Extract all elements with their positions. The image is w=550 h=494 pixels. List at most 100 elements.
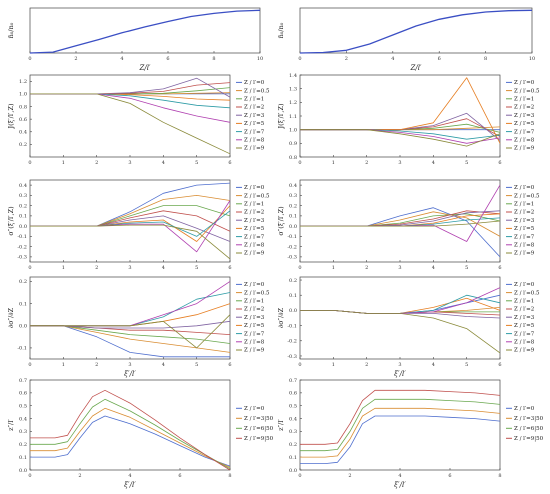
x-tick-label: 6 — [228, 362, 231, 368]
panel-row4-right: 0 1 2 3 4 5 6 -0.3 -0.2 -0.1 0.0 0.1 0.2 ∂σ″/∂Z ξ′/l′ Z… — [277, 276, 540, 378]
legend-entry: Z / l′=9 — [514, 348, 535, 354]
y-tick-label: 0.5 — [19, 404, 27, 410]
x-tick-label: 2 — [365, 362, 368, 368]
legend-entry: Z / l′=3|50 — [514, 416, 544, 422]
y-tick-label: -0.2 — [287, 244, 297, 250]
legend-entry: Z / l′=8 — [244, 138, 265, 144]
panel-bottom-left: 0 2 4 6 8 0.0 0.1 0.2 0.3 0.4 0.5 0.6 0.7 z″/l′ ξ′/l′ Z… — [7, 378, 274, 489]
series-line-0 — [300, 415, 501, 465]
y-tick-label: 0.0 — [19, 468, 27, 474]
series-line-6 — [300, 129, 501, 140]
x-tick-label: 0 — [298, 160, 301, 166]
x-tick-label: 8 — [228, 473, 231, 479]
series-line-0 — [30, 415, 231, 467]
legend-entry: Z / l′=1 — [514, 299, 534, 305]
y-tick-label: 0.3 — [19, 429, 27, 435]
y-axis-label: n̄₀/n₀ — [277, 22, 285, 38]
x-tick-label: 4 — [391, 56, 394, 62]
y-tick-label: 1.0 — [19, 92, 27, 98]
y-tick-label: 1.3 — [289, 86, 297, 92]
panel-row4-left: 0 1 2 3 4 5 6 -0.1 0.0 0.1 0.2 ∂σ″/∂Z ξ′/l′ Z / l′=0 Z… — [7, 276, 270, 378]
legend-entry: Z / l′=2 — [514, 307, 534, 313]
series-line-8 — [30, 224, 231, 260]
x-tick-label: 3 — [128, 160, 131, 166]
x-tick-label: 5 — [195, 265, 198, 271]
series-line-3 — [30, 325, 231, 335]
x-tick-label: 1 — [62, 362, 65, 368]
legend-entry: Z / l′=7 — [514, 331, 535, 337]
series-line-3 — [30, 389, 231, 471]
series-line-7 — [300, 129, 501, 144]
legend-entry: Z / l′=1 — [244, 299, 264, 305]
x-tick-label: 4 — [128, 473, 131, 479]
x-tick-label: 6 — [228, 265, 231, 271]
x-tick-label: 10 — [529, 56, 535, 62]
y-axis-label: n̄₀/n₀ — [7, 22, 15, 38]
y-tick-label: 0.0 — [289, 308, 297, 314]
x-tick-label: 1 — [332, 160, 335, 166]
y-tick-label: 0.8 — [19, 104, 27, 110]
y-tick-label: 0.1 — [19, 301, 27, 307]
series-line-4 — [30, 320, 231, 329]
legend-entry: Z / l′=0 — [514, 185, 535, 191]
legend-entry: Z / l′=0.5 — [514, 290, 540, 296]
x-tick-label: 4 — [162, 362, 165, 368]
y-tick-label: 0.6 — [19, 391, 27, 397]
x-tick-label: 4 — [162, 160, 165, 166]
y-tick-label: 0.2 — [289, 442, 297, 448]
x-tick-label: 3 — [128, 362, 131, 368]
series-line-2 — [30, 398, 231, 470]
y-tick-label: 0.0 — [19, 224, 27, 230]
x-tick-label: 0 — [28, 265, 31, 271]
y-tick-label: 0.0 — [289, 224, 297, 230]
x-tick-label: 4 — [432, 160, 435, 166]
y-tick-label: -0.1 — [17, 346, 27, 352]
panel-top-left: 0 2 4 6 8 10 n̄₀/n₀ Z/l′ — [7, 7, 263, 72]
x-tick-label: 8 — [212, 56, 215, 62]
series-line-7 — [30, 93, 231, 123]
x-axis-label: ξ′/l′ — [124, 370, 136, 378]
y-tick-label: 1.0 — [289, 127, 297, 133]
series-line-1 — [300, 407, 501, 458]
y-axis-label: z″/l′ — [7, 419, 15, 431]
legend-entry: Z / l′=0 — [244, 80, 265, 86]
x-tick-label: 0 — [28, 56, 31, 62]
plot-frame — [29, 276, 231, 360]
panel-row2-left: 0 1 2 3 4 5 6 0.2 0.4 0.6 0.8 1.0 1.2 J(ξ′/l′,Z) Z / l… — [7, 74, 270, 166]
y-tick-label: -0.2 — [17, 244, 27, 250]
y-tick-label: -0.3 — [287, 255, 297, 261]
legend-entry: Z / l′=5 — [244, 121, 265, 127]
legend-entry: Z / l′=0.5 — [244, 290, 270, 296]
y-tick-label: 0.3 — [19, 193, 27, 199]
x-tick-label: 6 — [498, 265, 501, 271]
x-tick-label: 8 — [484, 56, 487, 62]
y-axis-label: J(ξ′/l′,Z) — [277, 103, 285, 130]
y-tick-label: 0.4 — [289, 183, 297, 189]
series-line-2 — [300, 398, 501, 452]
series-line-5 — [300, 297, 501, 314]
y-tick-label: 0.2 — [19, 279, 27, 285]
x-tick-label: 2 — [95, 265, 98, 271]
legend-entry: Z / l′=0 — [244, 406, 265, 412]
legend-entry: Z / l′=5 — [244, 226, 265, 232]
series-line-2 — [30, 325, 231, 344]
x-tick-label: 3 — [398, 160, 401, 166]
legend-entry: Z / l′=7 — [514, 129, 535, 135]
y-axis-label: ∂σ″/∂Z — [277, 307, 285, 328]
legend-entry: Z / l′=3 — [514, 113, 535, 119]
legend-entry: Z / l′=5 — [244, 323, 265, 329]
legend-entry: Z / l′=7 — [244, 331, 265, 337]
legend-entry: Z / l′=0.5 — [244, 193, 270, 199]
series-line-4 — [300, 112, 501, 141]
x-tick-label: 0 — [298, 362, 301, 368]
x-tick-label: 0 — [298, 56, 301, 62]
legend-entry: Z / l′=3 — [514, 315, 535, 321]
legend-entry: Z / l′=0 — [514, 406, 535, 412]
y-tick-label: -0.2 — [287, 339, 297, 345]
legend-entry: Z / l′=2 — [244, 210, 264, 216]
legend-entry: Z / l′=2 — [514, 105, 534, 111]
y-tick-label: 0.1 — [289, 293, 297, 299]
plot-frame — [29, 7, 261, 54]
legend-entry: Z / l′=0.5 — [514, 193, 540, 199]
legend-entry: Z / l′=9 — [514, 146, 535, 152]
